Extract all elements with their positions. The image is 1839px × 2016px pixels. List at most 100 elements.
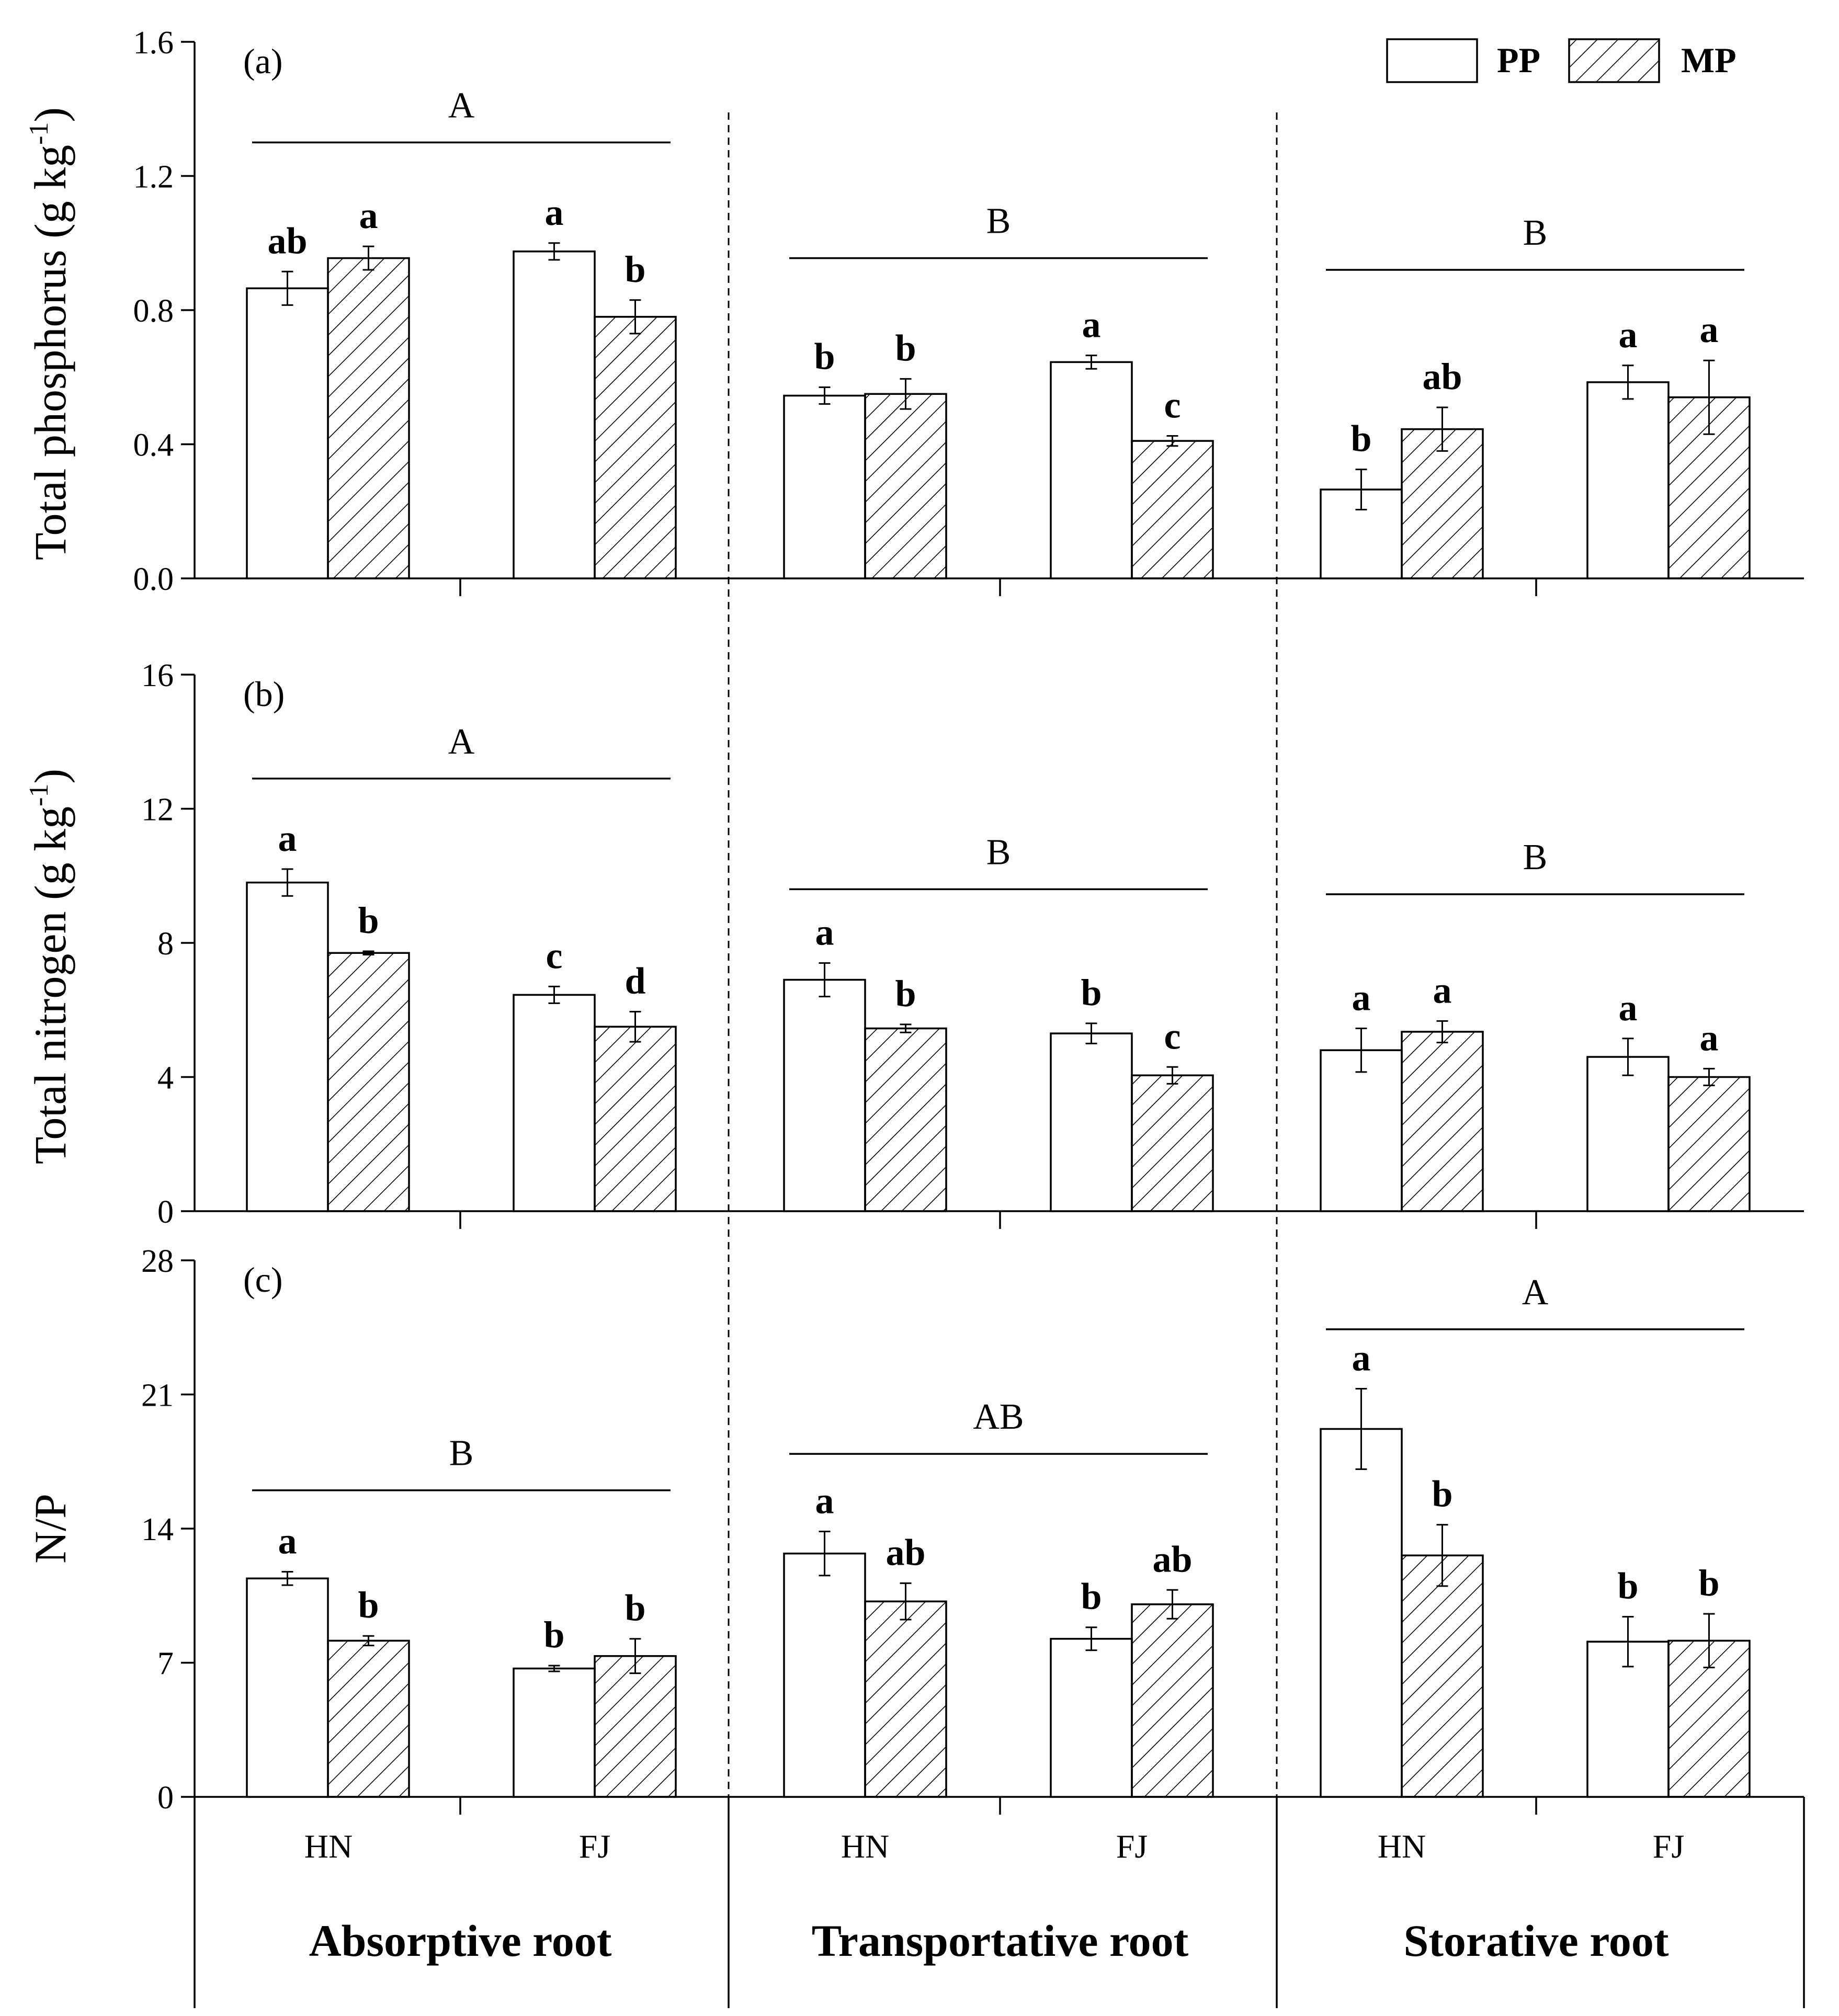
bar-mp: [1667, 1076, 1751, 1212]
bar-mp: [864, 393, 947, 579]
significance-label: b: [625, 1587, 645, 1629]
significance-label: a: [1700, 309, 1719, 350]
y-tick-label: 7: [157, 1646, 174, 1682]
bar-mp: [327, 952, 410, 1212]
significance-label: b: [625, 248, 645, 290]
bar-mp: [327, 1639, 410, 1798]
group-significance-letter: A: [448, 85, 475, 126]
y-axis-label-superscript: -1: [24, 122, 54, 145]
legend-swatch-mp: [1568, 38, 1660, 83]
panel-a: 0.0 0.4 0.8 1.2 1.6 Total phosphorus (g kg-1)…: [24, 25, 1804, 597]
significance-label: a: [359, 195, 378, 236]
significance-label: d: [625, 960, 645, 1001]
y-axis-label-text: Total phosphorus (g kg: [25, 145, 75, 560]
y-tick-label: 16: [141, 658, 174, 693]
bar-mp: [327, 257, 410, 579]
y-tick-label: 0.0: [133, 562, 174, 597]
significance-label: b: [358, 1584, 379, 1626]
group-significance-letter: AB: [973, 1397, 1024, 1437]
bar-mp: [594, 1655, 677, 1798]
bar-mp: [1131, 1603, 1214, 1798]
legend: PP MP: [1386, 38, 1736, 83]
significance-label: b: [1617, 1565, 1638, 1607]
y-tick-label: 0.4: [133, 428, 174, 463]
bar-mp: [594, 316, 677, 579]
root-type-label: Storative root: [1403, 1916, 1668, 1966]
bar-pp: [246, 287, 329, 579]
significance-label: a: [545, 191, 564, 233]
bar-group: a b b b B: [246, 1433, 677, 1798]
significance-label: b: [1081, 972, 1102, 1013]
significance-label: a: [1352, 977, 1371, 1019]
legend-item-pp: PP: [1386, 38, 1540, 83]
y-axis-label: Total phosphorus (g kg-1): [24, 107, 75, 560]
bar-pp: [1586, 381, 1670, 579]
significance-label: c: [1164, 1015, 1181, 1057]
significance-label: c: [546, 935, 563, 976]
bar-group: a b b b A: [1320, 1272, 1751, 1798]
y-tick-label: 1.2: [133, 160, 174, 195]
bar-pp: [1050, 1032, 1133, 1212]
significance-label: b: [543, 1614, 564, 1656]
root-type-label: Absorptive root: [309, 1916, 612, 1966]
significance-label: b: [1698, 1562, 1719, 1604]
panel-label: (b): [243, 674, 285, 714]
y-axis-label: N/P: [25, 1494, 75, 1564]
y-tick-label: 0: [157, 1194, 174, 1230]
significance-label: a: [278, 817, 297, 859]
significance-label: b: [1432, 1473, 1452, 1515]
legend-label: MP: [1681, 40, 1736, 80]
bar-group: b ab a a B: [1320, 213, 1751, 579]
group-significance-letter: B: [1523, 213, 1548, 253]
group-significance-letter: B: [449, 1433, 474, 1474]
panel-label: (c): [243, 1260, 282, 1300]
bar-mp: [1401, 1554, 1484, 1798]
site-label: HN: [304, 1828, 353, 1865]
legend-item-mp: MP: [1568, 38, 1736, 83]
site-label: HN: [1378, 1828, 1426, 1865]
bar-pp: [783, 394, 866, 579]
significance-label: b: [1081, 1576, 1102, 1618]
significance-label: ab: [1422, 356, 1462, 397]
significance-label: a: [1619, 987, 1638, 1029]
group-significance-letter: A: [1522, 1272, 1549, 1313]
bar-mp: [1131, 1074, 1214, 1212]
y-tick-label: 12: [141, 792, 174, 828]
bar-pp: [783, 1552, 866, 1798]
group-significance-letter: B: [986, 832, 1011, 872]
bar-pp: [1586, 1056, 1670, 1212]
significance-label: a: [1433, 969, 1452, 1011]
bar-group: b b a c B: [783, 201, 1214, 579]
bar-pp: [1050, 1637, 1133, 1798]
significance-label: a: [1700, 1017, 1719, 1058]
y-tick-label: 8: [157, 926, 174, 962]
bar-mp: [594, 1026, 677, 1212]
site-label: HN: [841, 1828, 889, 1865]
y-tick-label: 28: [141, 1244, 174, 1279]
root-type-label: Transportative root: [812, 1916, 1189, 1966]
significance-label: b: [895, 327, 916, 369]
legend-swatch-pp: [1386, 38, 1478, 83]
significance-label: b: [358, 899, 379, 941]
significance-label: a: [1619, 314, 1638, 356]
y-axis-label-superscript: -1: [24, 784, 54, 806]
significance-label: a: [278, 1520, 297, 1562]
y-axis-label-text: Total nitrogen (g kg: [25, 806, 75, 1164]
bar-pp: [246, 1577, 329, 1798]
bar-pp: [513, 250, 596, 579]
group-significance-letter: A: [448, 722, 475, 762]
y-tick-label: 21: [141, 1378, 174, 1414]
significance-label: ab: [267, 220, 307, 261]
significance-label: a: [1352, 1337, 1371, 1379]
group-significance-letter: B: [1523, 837, 1548, 878]
significance-label: a: [1082, 304, 1101, 346]
y-tick-label: 0: [157, 1780, 174, 1816]
panel-b: 0 4 8 12 16 Total nitrogen (g kg-1) (b) a b c d Aa b…: [24, 658, 1804, 1230]
bar-group: a b b c B: [783, 832, 1214, 1212]
significance-label: c: [1164, 384, 1181, 426]
bar-pp: [783, 978, 866, 1212]
site-label: FJ: [1116, 1828, 1148, 1865]
significance-label: b: [1350, 418, 1371, 460]
